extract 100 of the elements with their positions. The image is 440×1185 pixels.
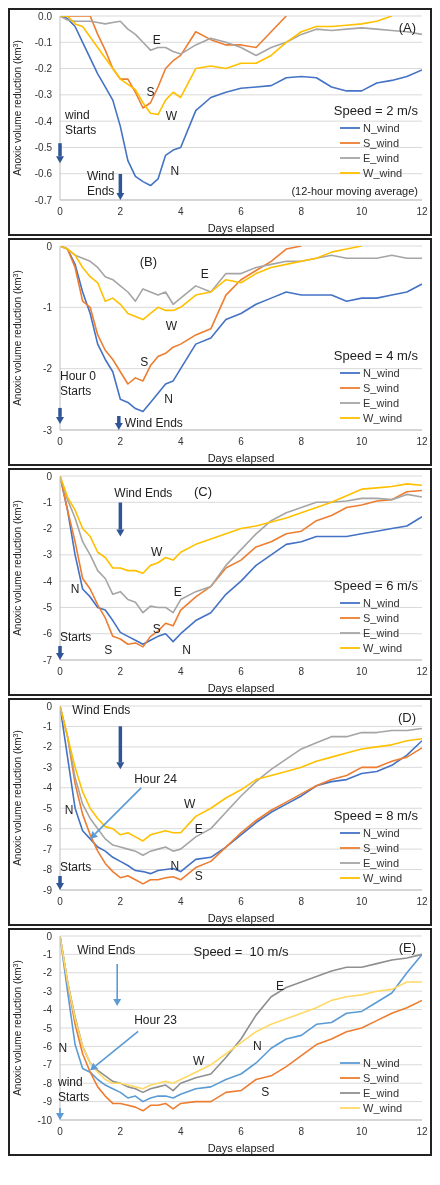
x-axis-title: Days elapsed xyxy=(207,222,275,234)
y-tick-label: -8 xyxy=(43,864,53,876)
y-tick-label: 0 xyxy=(46,470,53,482)
legend-label: S_wind xyxy=(363,612,400,624)
x-axis-title: Days elapsed xyxy=(207,1142,275,1154)
x-tick-label: 10 xyxy=(356,436,368,448)
y-tick-label: -1 xyxy=(43,720,53,732)
x-tick-label: 4 xyxy=(177,896,184,908)
line-series xyxy=(60,16,422,57)
annotation: N xyxy=(170,164,180,179)
y-tick-label: -6 xyxy=(43,823,53,835)
x-tick-label: 6 xyxy=(238,436,245,448)
y-tick-label: -4 xyxy=(43,1004,53,1016)
x-tick-label: 10 xyxy=(356,896,368,908)
x-tick-label: 8 xyxy=(298,206,305,218)
y-tick-label: -2 xyxy=(43,967,53,979)
legend-label: S_wind xyxy=(363,1072,400,1084)
x-tick-label: 0 xyxy=(57,896,64,908)
annotation: N xyxy=(58,1041,68,1056)
text: Speed = 6 m/s xyxy=(333,578,419,593)
text: (B) xyxy=(139,254,157,269)
annotation: wind Starts xyxy=(64,108,97,138)
annotation: Wind Ends xyxy=(114,485,173,500)
annotation: W xyxy=(150,545,163,560)
x-tick-label: 6 xyxy=(238,896,245,908)
y-tick-label: -0.1 xyxy=(34,36,53,48)
x-tick-label: 0 xyxy=(57,666,64,678)
annotation: N xyxy=(64,803,74,818)
text: Speed = 2 m/s xyxy=(333,103,419,118)
line-series xyxy=(60,246,363,321)
x-tick-label: 2 xyxy=(117,436,124,448)
text: (C) xyxy=(193,484,212,499)
annotation: E xyxy=(152,32,161,47)
annotation: Hour 0 Starts xyxy=(60,368,97,398)
x-tick-label: 12 xyxy=(416,1126,428,1138)
y-tick-label: -9 xyxy=(43,1096,53,1108)
chart-title: (E) xyxy=(398,940,416,955)
x-axis-title: Days elapsed xyxy=(207,912,275,924)
legend-label: N_wind xyxy=(363,1057,400,1069)
y-tick-label: -3 xyxy=(43,761,53,773)
annotation: Starts xyxy=(60,860,92,874)
legend-label: E_wind xyxy=(363,627,400,639)
y-tick-label: -3 xyxy=(43,985,53,997)
x-tick-label: 0 xyxy=(57,436,64,448)
annotation: S xyxy=(261,1085,270,1100)
annotation: Wind Ends xyxy=(124,416,183,430)
y-tick-label: -2 xyxy=(43,363,53,375)
annotation: Starts xyxy=(60,630,92,644)
x-tick-label: 12 xyxy=(416,206,428,218)
y-tick-label: -7 xyxy=(43,843,53,855)
legend-label: E_wind xyxy=(363,397,400,409)
y-tick-label: 0.0 xyxy=(38,10,53,22)
x-tick-label: 10 xyxy=(356,1126,368,1138)
text: Speed = 4 m/s xyxy=(333,348,419,363)
annotation: E xyxy=(276,978,285,993)
legend-label: E_wind xyxy=(363,857,400,869)
y-tick-label: -1 xyxy=(43,496,53,508)
annotation: S xyxy=(140,355,149,370)
x-tick-label: 4 xyxy=(177,666,184,678)
legend-label: N_wind xyxy=(363,597,400,609)
y-tick-label: -0.3 xyxy=(34,89,53,101)
annotation: N xyxy=(164,392,173,407)
annotation: N xyxy=(182,642,192,657)
x-tick-label: 10 xyxy=(356,666,368,678)
y-tick-label: -2 xyxy=(43,523,53,535)
annotation: W xyxy=(165,318,178,333)
x-tick-label: 12 xyxy=(416,896,428,908)
y-tick-label: -2 xyxy=(43,741,53,753)
x-tick-label: 12 xyxy=(416,666,428,678)
x-tick-label: 8 xyxy=(298,436,305,448)
y-tick-label: 0 xyxy=(46,930,53,942)
annotation: W xyxy=(192,1054,205,1069)
line-series xyxy=(60,476,422,575)
annotation: S xyxy=(146,85,155,100)
legend-label: E_wind xyxy=(363,1087,400,1099)
legend-label: S_wind xyxy=(363,137,400,149)
x-tick-label: 2 xyxy=(117,896,124,908)
annotation: W xyxy=(183,797,196,812)
legend-label: W_wind xyxy=(363,167,403,179)
y-tick-label: -1 xyxy=(43,301,53,313)
legend-label: W_wind xyxy=(363,872,403,884)
x-tick-label: 6 xyxy=(238,1126,245,1138)
annotation: wind Starts xyxy=(57,1075,90,1104)
x-axis-title: Days elapsed xyxy=(207,452,275,464)
annotation: W xyxy=(165,108,178,123)
y-tick-label: -6 xyxy=(43,1040,53,1052)
annotation: S xyxy=(104,642,113,657)
x-axis-title: Days elapsed xyxy=(207,682,275,694)
y-tick-label: -7 xyxy=(43,654,53,666)
y-tick-label: -0.5 xyxy=(34,141,53,153)
annotation: N xyxy=(252,1039,262,1054)
x-tick-label: 12 xyxy=(416,436,428,448)
annotation: E xyxy=(194,821,203,836)
legend-label: S_wind xyxy=(363,842,400,854)
chart-title: (D) xyxy=(397,710,416,725)
y-tick-label: -1 xyxy=(43,948,53,960)
annotation: Hour 23 xyxy=(134,1013,178,1028)
y-tick-label: 0 xyxy=(46,700,53,712)
legend-label: N_wind xyxy=(363,122,400,134)
x-tick-label: 6 xyxy=(238,666,245,678)
